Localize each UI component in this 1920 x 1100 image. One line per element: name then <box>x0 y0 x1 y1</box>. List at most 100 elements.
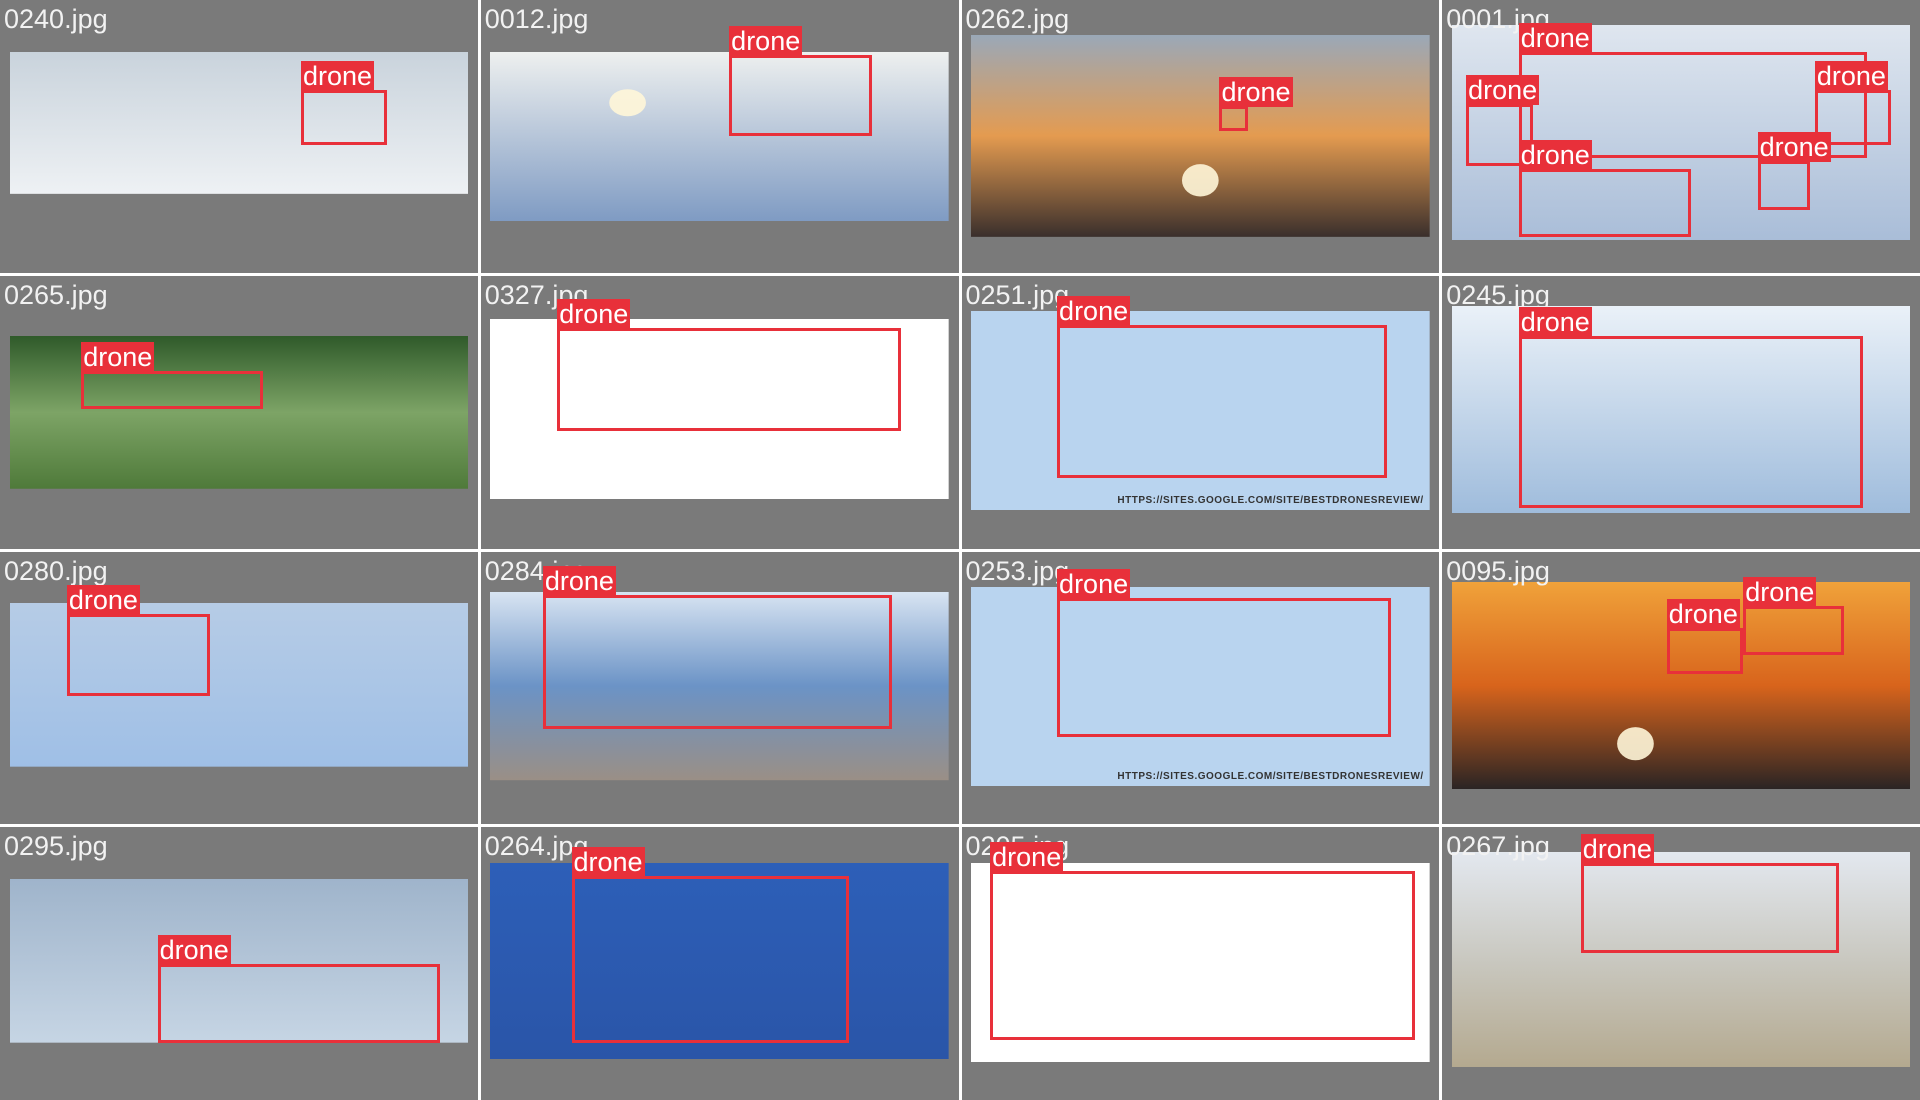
photo <box>9 879 469 1043</box>
filename-label: 0267.jpg <box>1446 831 1550 862</box>
detection-label: drone <box>557 298 631 329</box>
detection-label: drone <box>81 342 155 373</box>
detection-label: drone <box>157 934 231 965</box>
detection-label: drone <box>1057 568 1131 599</box>
photo <box>1451 581 1911 789</box>
detection-box <box>300 90 387 145</box>
grid-tile: 0240.jpg drone <box>0 0 478 273</box>
detection-label: drone <box>1757 131 1831 162</box>
detection-box <box>1580 862 1839 953</box>
photo-scene <box>490 51 949 221</box>
photo-scene <box>1451 581 1911 789</box>
filename-label: 0240.jpg <box>4 4 108 34</box>
filename-label: 0245.jpg <box>1446 279 1550 310</box>
detection-box <box>729 54 873 137</box>
photo <box>1451 305 1911 514</box>
photo-scene <box>971 862 1430 1062</box>
photo <box>490 319 949 500</box>
detection-box <box>542 595 892 729</box>
detection-box <box>81 371 263 410</box>
detection-label: drone <box>1580 833 1654 864</box>
photo <box>490 862 949 1060</box>
photo <box>971 862 1430 1062</box>
filename-label: 0295.jpg <box>4 831 108 862</box>
grid-tile: 0280.jpg drone <box>0 551 478 825</box>
photo-scene <box>490 592 949 781</box>
photo <box>9 335 469 489</box>
detection-label: drone <box>1814 61 1888 91</box>
filename-label: 0253.jpg <box>965 555 1070 586</box>
filename-label: 0280.jpg <box>4 555 108 586</box>
detection-box <box>1057 597 1392 737</box>
detection-label: drone <box>1743 577 1817 608</box>
detection-label: drone <box>1666 598 1740 629</box>
filename-label: 0095.jpg <box>1446 555 1550 586</box>
grid-tile: 0284.jpg drone <box>480 551 959 825</box>
detection-label: drone <box>990 841 1064 872</box>
grid-tile: 0262.jpg drone <box>961 0 1440 273</box>
detection-box <box>1743 606 1844 656</box>
grid-tile: HTTPS://SITES.GOOGLE.COM/SITE/BESTDRONES… <box>961 275 1440 549</box>
detection-box <box>1518 169 1691 238</box>
photo <box>971 35 1430 238</box>
filename-label: 0264.jpg <box>484 831 589 862</box>
photo: HTTPS://SITES.GOOGLE.COM/SITE/BESTDRONES… <box>971 586 1430 787</box>
grid-tile: 0295.jpg drone <box>0 827 478 1100</box>
grid-tile: 0245.jpg drone <box>1442 275 1920 549</box>
detection-box <box>990 870 1416 1040</box>
grid-tile: 0327.jpg drone <box>480 275 959 549</box>
detection-box <box>1518 335 1863 508</box>
detection-box <box>571 876 849 1043</box>
photo-scene <box>971 586 1430 787</box>
detection-label: drone <box>1057 295 1131 326</box>
detection-label: drone <box>1219 77 1293 108</box>
detection-box <box>1666 627 1744 675</box>
filename-label: 0251.jpg <box>965 279 1070 310</box>
photo-scene <box>9 879 469 1043</box>
detection-label: drone <box>1466 74 1540 105</box>
grid-tile: 0001.jpg drone drone drone drone drone <box>1442 0 1920 273</box>
detection-label: drone <box>66 585 140 616</box>
photo-scene <box>1451 305 1911 514</box>
filename-label: 0012.jpg <box>484 4 589 34</box>
watermark: HTTPS://SITES.GOOGLE.COM/SITE/BESTDRONES… <box>1117 771 1424 783</box>
photo <box>490 51 949 221</box>
photo-scene <box>490 319 949 500</box>
detection-label: drone <box>300 61 375 91</box>
grid-tile: 0265.jpg drone <box>0 275 478 549</box>
detection-box <box>1757 160 1811 211</box>
detection-box <box>557 327 902 432</box>
detection-label: drone <box>1518 22 1592 53</box>
photo <box>9 603 469 767</box>
photo <box>1451 851 1911 1068</box>
detection-box <box>1219 106 1249 131</box>
photo-scene <box>9 335 469 489</box>
filename-label: 0262.jpg <box>965 4 1070 34</box>
grid-tile: 0267.jpg drone <box>1442 827 1920 1100</box>
photo-scene <box>1451 851 1911 1068</box>
filename-label: 0265.jpg <box>4 279 108 310</box>
photo-scene <box>971 35 1430 238</box>
detection-box <box>1466 103 1533 167</box>
grid-tile: 0264.jpg drone <box>480 827 959 1100</box>
detection-label: drone <box>571 847 645 878</box>
detection-box <box>66 614 211 697</box>
watermark: HTTPS://SITES.GOOGLE.COM/SITE/BESTDRONES… <box>1117 495 1424 507</box>
detection-box <box>157 963 440 1043</box>
photo-scene <box>490 862 949 1060</box>
detection-label: drone <box>1518 140 1592 171</box>
grid-tile: 0012.jpg drone <box>480 0 959 273</box>
photo <box>9 51 469 194</box>
photo-scene <box>9 51 469 194</box>
photo-scene <box>9 603 469 767</box>
photo <box>1451 24 1911 241</box>
detection-box <box>1814 90 1892 145</box>
detection-box <box>1057 324 1387 478</box>
detection-label: drone <box>542 566 616 597</box>
detection-label: drone <box>729 25 803 56</box>
photo <box>490 592 949 781</box>
grid-tile: HTTPS://SITES.GOOGLE.COM/SITE/BESTDRONES… <box>961 551 1440 825</box>
grid-tile: 0095.jpg drone drone <box>1442 551 1920 825</box>
